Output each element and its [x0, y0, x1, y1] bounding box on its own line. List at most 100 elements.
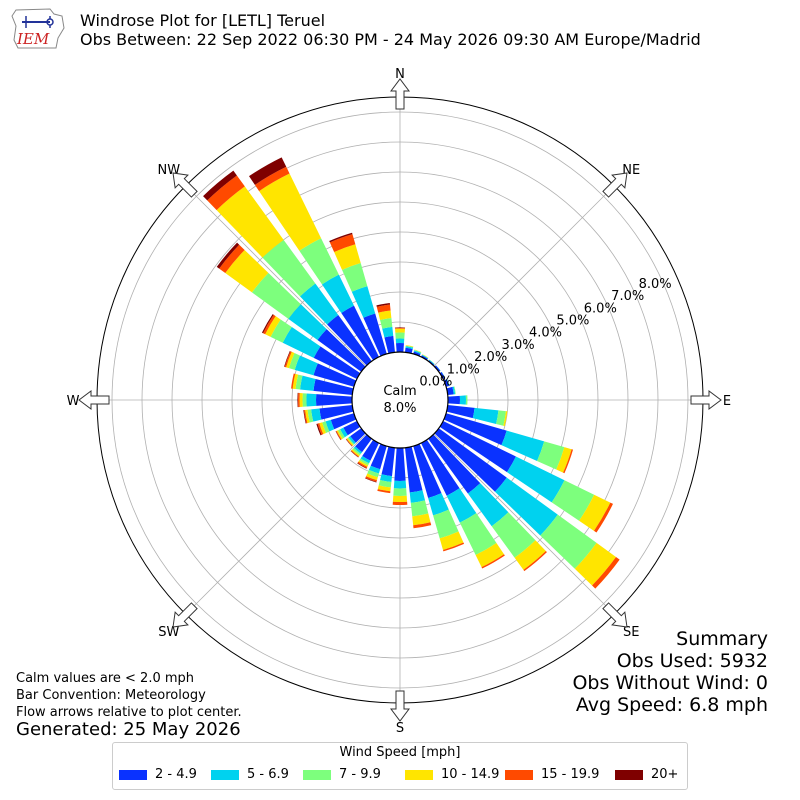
windrose-bar-segment [337, 429, 345, 439]
windrose-bar-segment [537, 441, 565, 470]
radial-tick-labels: 0.0%1.0%2.0%3.0%4.0%5.0%6.0%7.0%8.0% [419, 277, 671, 390]
windrose-bar-segment [439, 421, 516, 473]
windrose-bar-segment [382, 326, 394, 338]
windrose-bar-segment [556, 447, 572, 473]
legend-item: 10 - 14.9 [405, 767, 499, 782]
legend-label: 5 - 6.9 [247, 767, 289, 782]
legend-item: 5 - 6.9 [211, 767, 289, 782]
windrose-bar-segment [263, 314, 276, 335]
legend-label: 7 - 9.9 [339, 767, 381, 782]
windrose-bar-segment [384, 335, 395, 354]
windrose-bar-segment [295, 374, 303, 390]
windrose-bar-segment [321, 274, 354, 313]
windrose-bar-segment [380, 474, 393, 483]
windrose-bar-segment [514, 540, 546, 570]
windrose-bar-segment [203, 170, 237, 201]
radial-tick-label: 4.0% [529, 326, 562, 341]
legend-swatch [405, 769, 433, 780]
direction-label: N [395, 67, 405, 82]
windrose-bar-segment [254, 166, 290, 192]
windrose-bar-segment [394, 327, 406, 329]
grid-spoke [433, 185, 615, 367]
windrose-bar-segment [352, 447, 361, 456]
windrose-bar-segment [329, 234, 356, 253]
legend-item: 20+ [615, 767, 678, 782]
chart-subtitle: Obs Between: 22 Sep 2022 06:30 PM - 24 M… [80, 30, 701, 49]
windrose-bar-segment [291, 373, 296, 389]
calm-area: Calm 8.0% [351, 351, 449, 449]
windrose-bar-segment [392, 501, 408, 505]
windrose-bar-segment [414, 349, 422, 353]
windrose-bar-segment [286, 351, 295, 369]
calm-value: 8.0% [383, 401, 416, 416]
windrose-bar-segment [429, 359, 435, 365]
windrose-bar-segment [446, 405, 475, 419]
windrose-bar-segment [370, 443, 387, 470]
windrose-bar-segment [343, 421, 361, 436]
windrose-bar-segment [412, 513, 431, 526]
windrose-bar-segment [362, 439, 379, 461]
windrose-bar-segment [365, 476, 378, 482]
windrose-bar-segment [405, 345, 414, 348]
windrose-bar-segment [346, 438, 354, 446]
windrose-bar-segment [207, 175, 245, 211]
windrose-bar-segment [405, 346, 414, 350]
windrose-bar-segment [428, 434, 481, 494]
windrose-bar-segment [360, 455, 371, 464]
legend-swatch [211, 769, 239, 780]
legend-swatch [615, 769, 643, 780]
windrose-bar-segment [299, 392, 303, 408]
windrose-bar-segment [307, 409, 314, 423]
windrose-bar-segment [225, 249, 269, 293]
windrose-bar-segment [363, 313, 387, 357]
windrose-bar-segment [381, 446, 395, 477]
windrose-bar-segment [316, 394, 353, 406]
flow-arrows [78, 78, 722, 722]
windrose-bar-segment [305, 409, 310, 424]
radial-tick-label: 7.0% [611, 289, 644, 304]
windrose-bar-segment [358, 460, 369, 467]
windrose-bar-segment [368, 465, 381, 474]
windrose-bar-segment [563, 449, 574, 474]
windrose-bar-segment [303, 410, 307, 424]
flow-arrow-icon [172, 602, 198, 628]
windrose-bar-segment [317, 423, 324, 435]
windrose-bar-segment [395, 332, 405, 339]
windrose-bar-segment [592, 556, 620, 589]
windrose-bar-segment [481, 554, 505, 569]
flow-arrow-icon [602, 172, 628, 198]
windrose-bar-segment [433, 509, 459, 539]
windrose-bar-segment [347, 437, 355, 446]
calm-label: Calm [383, 384, 416, 399]
windrose-bar-segment [377, 485, 391, 492]
windrose-bar-segment [421, 355, 428, 361]
windrose-bar-segment [413, 350, 421, 354]
windrose-bar-segment [475, 543, 505, 568]
calm-note: Calm values are < 2.0 mph [16, 671, 195, 686]
windrose-bar-segment [335, 430, 342, 440]
radial-tick-label: 2.0% [474, 350, 507, 365]
windrose-bar-segment [359, 458, 370, 466]
radial-tick-label: 1.0% [447, 362, 480, 377]
windrose-bar-segment [327, 315, 372, 366]
windrose-bar-segment [292, 373, 299, 390]
windrose-bar-segment [579, 494, 611, 531]
windrose-bar-segment [365, 477, 377, 483]
windrose-bar-segment [593, 502, 614, 533]
windrose-bar-segment [413, 443, 442, 499]
windrose-bar-segment [459, 513, 497, 556]
windrose-bar-segment [351, 449, 360, 457]
generated-date: Generated: 25 May 2026 [16, 719, 241, 740]
windrose-bar-segment [405, 345, 414, 348]
windrose-bar-segment [523, 551, 547, 572]
windrose-bar-segment [467, 483, 509, 527]
windrose-bar-segment [434, 428, 507, 492]
legend-label: 15 - 19.9 [541, 767, 600, 782]
windrose-bars [203, 157, 620, 589]
windrose-bar-segment [446, 488, 477, 523]
windrose-bar-segment [216, 242, 240, 269]
flow-arrow-icon [390, 690, 410, 722]
windrose-bar-segment [366, 473, 378, 481]
